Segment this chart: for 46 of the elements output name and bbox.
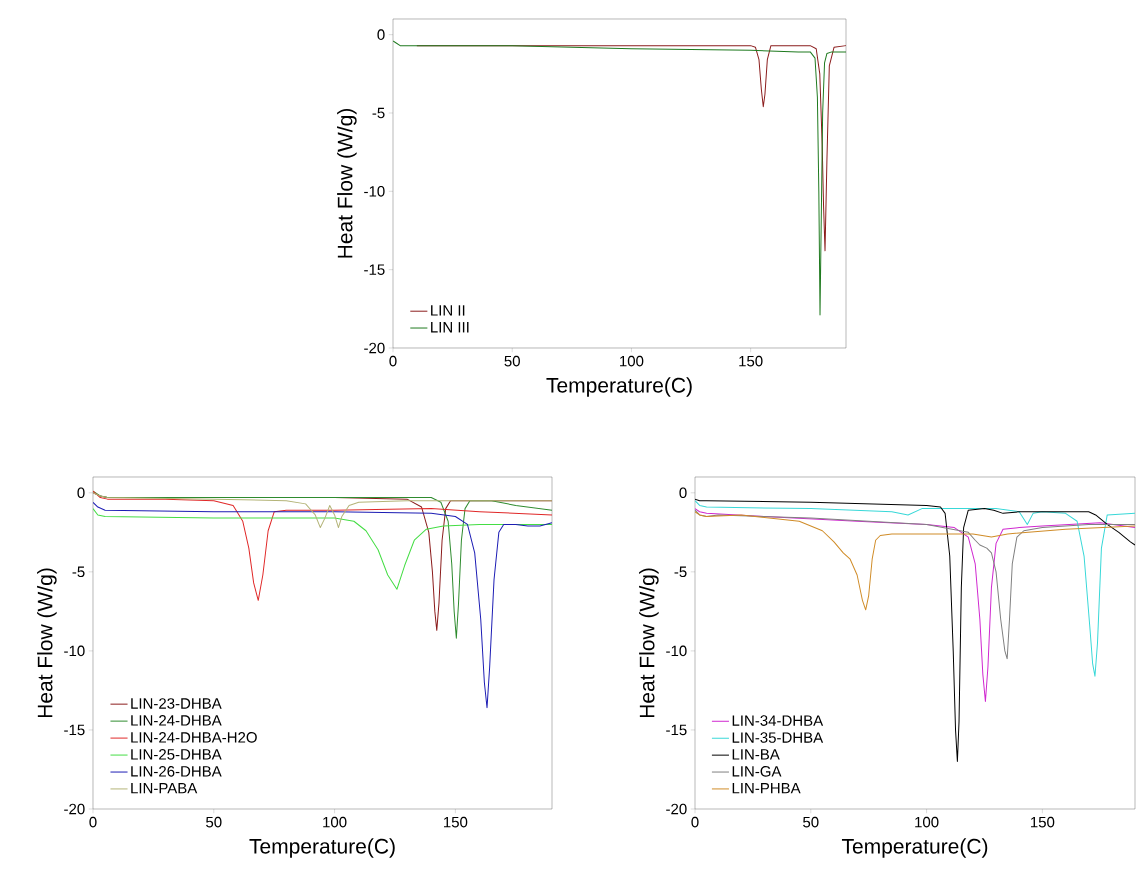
legend-label: LIN-PHBA: [732, 783, 801, 794]
x-tick-label: 100: [915, 816, 939, 828]
y-tick-label: -15: [666, 724, 687, 736]
x-tick-label: 100: [620, 355, 644, 367]
y-tick-label: 0: [77, 487, 85, 499]
x-tick-label: 50: [206, 816, 222, 828]
legend-label: LIN-35-DHBA: [732, 732, 824, 743]
legend-label: LIN-24-DHBA-H2O: [131, 732, 257, 743]
legend-label: LIN II: [431, 305, 465, 316]
y-tick-label: -5: [372, 107, 385, 119]
legend-label: LIN-PABA: [131, 783, 198, 794]
y-axis-title: Heat Flow (W/g): [337, 108, 357, 258]
legend-label: LIN-24-DHBA: [131, 715, 222, 726]
y-tick-label: -10: [64, 645, 85, 657]
y-axis-title: Heat Flow (W/g): [37, 568, 57, 718]
x-axis-title: Temperature(C): [546, 377, 692, 397]
legend-label: LIN-34-DHBA: [732, 715, 824, 726]
x-tick-label: 150: [444, 816, 468, 828]
legend-label: LIN-BA: [732, 749, 780, 760]
x-tick-label: 0: [389, 355, 397, 367]
legend-label: LIN III: [431, 322, 469, 333]
x-tick-label: 150: [1031, 816, 1055, 828]
x-axis-title: Temperature(C): [249, 838, 395, 858]
y-tick-label: -20: [364, 342, 385, 354]
legend-label: LIN-25-DHBA: [131, 749, 222, 760]
x-tick-label: 0: [691, 816, 699, 828]
y-tick-label: 0: [679, 487, 687, 499]
x-tick-label: 0: [89, 816, 97, 828]
y-tick-label: -15: [364, 264, 385, 275]
y-tick-label: -20: [64, 803, 85, 815]
legend-label: LIN-26-DHBA: [131, 766, 222, 777]
y-tick-label: -20: [666, 803, 687, 815]
y-tick-label: 0: [377, 29, 385, 40]
x-axis-title: Temperature(C): [841, 838, 988, 858]
y-tick-label: -15: [64, 724, 85, 736]
y-tick-label: -5: [674, 566, 687, 578]
y-axis-title: Heat Flow (W/g): [639, 568, 659, 718]
y-tick-label: -5: [72, 566, 85, 578]
legend-label: LIN-GA: [732, 766, 782, 777]
x-tick-label: 150: [739, 355, 763, 367]
y-tick-label: -10: [666, 645, 687, 657]
y-tick-label: -10: [364, 186, 385, 197]
x-tick-label: 50: [803, 816, 819, 828]
x-tick-label: 100: [323, 816, 347, 828]
x-tick-label: 50: [504, 355, 520, 367]
legend-label: LIN-23-DHBA: [131, 698, 222, 709]
